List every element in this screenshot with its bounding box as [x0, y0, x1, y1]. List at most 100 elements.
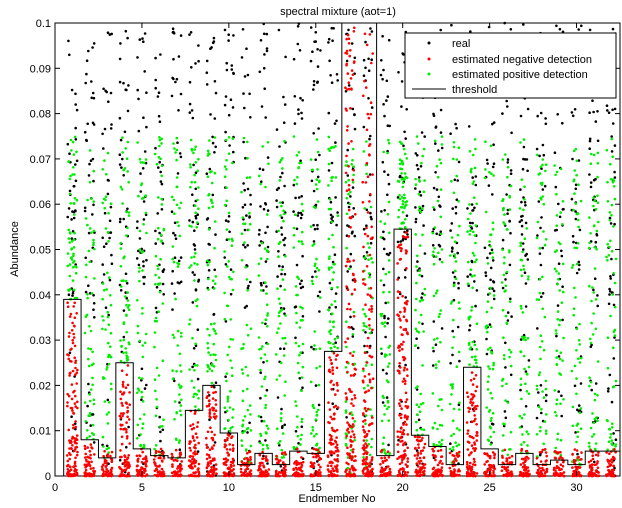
- negative-point: [472, 447, 475, 450]
- positive-point: [520, 307, 523, 310]
- real-point: [67, 207, 71, 210]
- positive-point: [259, 257, 263, 260]
- positive-point: [207, 288, 210, 291]
- negative-point: [559, 450, 562, 454]
- real-point: [179, 34, 183, 37]
- negative-point: [71, 409, 74, 412]
- real-point: [557, 355, 561, 358]
- real-point: [556, 113, 559, 116]
- real-point: [334, 341, 338, 345]
- negative-point: [485, 473, 488, 476]
- negative-point: [205, 443, 208, 447]
- real-point: [336, 79, 340, 82]
- positive-point: [330, 220, 334, 224]
- negative-point: [399, 430, 402, 434]
- negative-point: [405, 474, 409, 477]
- negative-point: [553, 450, 557, 453]
- negative-point: [473, 447, 477, 450]
- negative-point: [197, 474, 200, 478]
- negative-point: [400, 426, 403, 430]
- negative-point: [353, 394, 356, 397]
- positive-point: [555, 363, 559, 367]
- positive-point: [265, 444, 269, 447]
- real-point: [314, 384, 318, 387]
- positive-point: [175, 370, 178, 373]
- real-point: [381, 401, 385, 404]
- positive-point: [521, 311, 525, 314]
- real-point: [312, 240, 316, 243]
- negative-point: [119, 390, 122, 394]
- positive-point: [278, 201, 282, 204]
- negative-point: [542, 468, 545, 472]
- positive-point: [142, 223, 145, 226]
- positive-point: [344, 444, 348, 447]
- positive-point: [108, 401, 111, 404]
- positive-point: [299, 351, 302, 354]
- positive-point: [87, 357, 90, 361]
- real-point: [385, 396, 389, 399]
- negative-point: [120, 401, 123, 405]
- positive-point: [491, 251, 494, 254]
- real-point: [301, 99, 305, 102]
- negative-point: [468, 435, 472, 438]
- real-point: [416, 260, 419, 263]
- positive-point: [420, 161, 423, 165]
- real-point: [484, 274, 488, 278]
- negative-point: [363, 375, 367, 378]
- real-point: [124, 88, 127, 91]
- real-point: [172, 57, 175, 61]
- negative-point: [474, 417, 477, 421]
- positive-point: [400, 206, 404, 209]
- positive-point: [179, 404, 183, 407]
- positive-point: [263, 247, 267, 250]
- positive-point: [433, 421, 437, 425]
- real-point: [70, 415, 73, 419]
- negative-point: [370, 307, 374, 311]
- real-point: [188, 219, 191, 222]
- real-point: [415, 163, 419, 167]
- negative-point: [153, 461, 156, 464]
- negative-point: [88, 449, 92, 453]
- real-point: [434, 125, 438, 128]
- real-point: [265, 49, 269, 53]
- negative-point: [226, 451, 229, 455]
- negative-point: [345, 472, 349, 476]
- negative-point: [421, 436, 424, 440]
- positive-point: [157, 310, 160, 314]
- positive-point: [419, 313, 423, 317]
- positive-point: [351, 333, 355, 336]
- negative-point: [352, 472, 356, 476]
- real-point: [317, 127, 320, 130]
- real-point: [162, 293, 165, 296]
- positive-point: [300, 417, 304, 421]
- negative-point: [345, 429, 349, 432]
- negative-point: [212, 408, 215, 412]
- negative-point: [351, 423, 355, 426]
- positive-point: [508, 194, 512, 198]
- negative-point: [349, 107, 352, 110]
- negative-point: [67, 428, 70, 432]
- real-point: [560, 394, 563, 398]
- negative-point: [466, 440, 470, 444]
- real-point: [473, 206, 476, 210]
- negative-point: [331, 366, 334, 369]
- positive-point: [68, 288, 72, 291]
- real-point: [177, 109, 180, 112]
- negative-point: [369, 101, 373, 104]
- real-point: [367, 69, 371, 72]
- real-point: [137, 263, 141, 267]
- positive-point: [300, 202, 304, 206]
- negative-point: [73, 301, 76, 305]
- positive-point: [544, 387, 548, 391]
- negative-point: [193, 412, 197, 415]
- real-point: [415, 337, 418, 341]
- negative-point: [389, 470, 392, 474]
- real-point: [403, 276, 407, 279]
- negative-point: [524, 466, 528, 469]
- positive-point: [450, 393, 453, 396]
- real-point: [296, 25, 300, 28]
- negative-point: [139, 468, 142, 472]
- positive-point: [229, 359, 232, 362]
- negative-point: [344, 51, 347, 55]
- negative-point: [475, 423, 478, 426]
